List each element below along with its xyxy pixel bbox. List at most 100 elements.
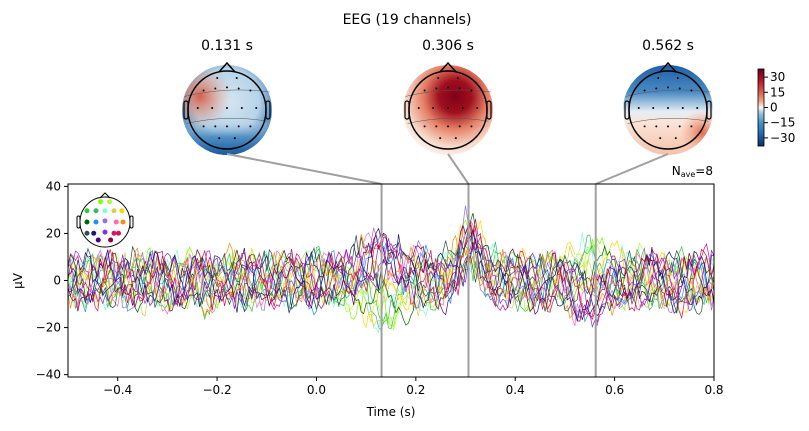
channel-trace — [68, 205, 714, 319]
y-tick-label: −40 — [36, 368, 61, 382]
x-tick-label: 0.6 — [605, 383, 624, 397]
sensor-dot — [690, 89, 693, 92]
sensor-dot — [233, 137, 236, 140]
channel-trace — [68, 212, 714, 326]
contour-line — [407, 118, 489, 124]
inset-ear-icon — [76, 215, 81, 229]
sensor-dot — [226, 125, 228, 128]
sensor-dot — [681, 107, 684, 110]
butterfly-axes: −0.4 −0.2 0.0 0.2 0.4 0.6 0.8 −40 −20 0 20 40 Time… — [11, 164, 724, 419]
sensor-dot — [437, 77, 440, 80]
nose-icon — [659, 61, 677, 73]
sensor-dot — [214, 125, 217, 128]
topomap-1-time-label: 0.131 s — [201, 38, 253, 54]
inset-sensor-dot — [84, 208, 90, 214]
sensor-dot — [447, 107, 449, 110]
inset-sensor-dot — [91, 230, 97, 236]
topomap-connector — [447, 153, 470, 185]
inset-nose-icon — [99, 192, 111, 199]
x-tick-label: −0.4 — [103, 383, 132, 397]
nave-label: Nave=8 — [672, 164, 713, 179]
sensor-dot — [667, 107, 669, 110]
sensor-dot — [237, 125, 240, 128]
sensor-dot — [435, 87, 438, 90]
sensor-dot — [676, 77, 679, 80]
sensor-legend-inset — [76, 192, 134, 248]
y-tick-label: 40 — [46, 179, 61, 193]
colorbar-gradient — [757, 68, 765, 147]
sensor-dot — [417, 107, 420, 110]
sensor-dot — [202, 125, 205, 128]
sensor-dot — [476, 107, 479, 110]
figure-title: EEG (19 channels) — [343, 12, 472, 28]
colorbar-tick-label: 0 — [770, 101, 778, 115]
sensor-dot — [458, 125, 461, 128]
left-ear-icon — [404, 100, 410, 120]
sensor-dot — [657, 77, 660, 80]
contour-line — [627, 118, 709, 124]
sensor-dot — [659, 137, 662, 140]
colorbar-tick-label: −30 — [770, 131, 795, 145]
sensor-dot — [235, 77, 238, 80]
sensor-dot — [674, 137, 677, 140]
inset-sensor-dot — [107, 199, 112, 205]
y-tick-label: 20 — [46, 226, 61, 240]
sensor-dot — [202, 89, 205, 92]
contour-line — [186, 118, 268, 124]
sensor-dot — [423, 125, 426, 128]
right-ear-icon — [486, 100, 492, 120]
sensor-dot — [690, 125, 693, 128]
sensor-dot — [643, 125, 646, 128]
sensor-dot — [458, 87, 461, 90]
inset-sensor-dot — [93, 208, 99, 214]
inset-sensor-dot — [120, 219, 126, 225]
sensor-dot — [696, 107, 699, 110]
sensor-dot — [655, 125, 658, 128]
topomap-2-time-label: 0.306 s — [422, 38, 474, 54]
inset-sensor-dot — [102, 229, 108, 235]
sensor-dot — [226, 86, 228, 89]
sensor-dot — [249, 125, 252, 128]
topomap-connectors — [226, 153, 669, 185]
y-tick-label: 0 — [53, 274, 61, 288]
inset-sensor-dot — [98, 199, 103, 205]
inset-sensor-dot — [111, 230, 117, 236]
y-axis-label: µV — [11, 272, 25, 289]
inset-sensor-dot — [111, 208, 117, 214]
x-axis-label: Time (s) — [366, 405, 416, 419]
sensor-dot — [435, 125, 438, 128]
sensor-dot — [216, 77, 219, 80]
sensor-dot — [456, 77, 459, 80]
y-tick-label: −20 — [36, 321, 61, 335]
inset-sensor-dot — [84, 219, 90, 225]
sensor-dot — [667, 125, 669, 128]
x-tick-label: 0.2 — [406, 383, 425, 397]
sensor-dot — [240, 107, 243, 110]
sensor-dot — [643, 89, 646, 92]
sensor-dot — [249, 89, 252, 92]
inset-ear-icon — [129, 215, 134, 229]
topomap-2-field — [403, 65, 493, 155]
sensor-dot — [470, 89, 473, 92]
sensor-dot — [652, 107, 655, 110]
sensor-dot — [461, 107, 464, 110]
x-tick-label: 0.8 — [704, 383, 723, 397]
sensor-dot — [667, 86, 669, 89]
inset-sensor-dot — [84, 230, 90, 236]
topomap-connector — [595, 153, 669, 185]
sensor-dot — [237, 87, 240, 90]
topomap-3-time-label: 0.562 s — [642, 38, 694, 54]
sensor-dot — [255, 107, 258, 110]
right-ear-icon — [706, 100, 712, 120]
topomap-2: 0.306 s — [403, 38, 493, 155]
channel-trace — [68, 227, 714, 323]
sensor-dot — [432, 107, 435, 110]
sensor-dot — [447, 86, 449, 89]
channel-trace — [68, 224, 714, 322]
sensor-dot — [655, 87, 658, 90]
inset-sensor-dot — [119, 208, 125, 214]
colorbar-tick-label: 15 — [770, 85, 785, 99]
colorbar-tick-label: 30 — [770, 70, 785, 84]
